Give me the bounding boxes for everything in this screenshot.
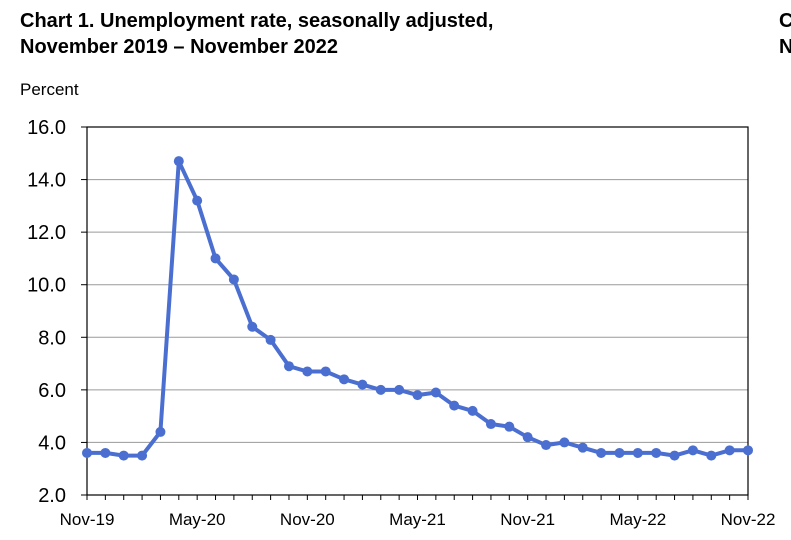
data-point xyxy=(743,445,753,456)
data-point xyxy=(100,447,111,458)
chart-title: Chart 1. Unemployment rate, seasonally a… xyxy=(20,8,493,60)
data-point xyxy=(614,447,625,458)
adjacent-chart-title-fragment: C N xyxy=(779,8,791,60)
chart-title-line-2: November 2019 – November 2022 xyxy=(20,36,338,58)
data-point xyxy=(724,445,735,456)
series-line xyxy=(85,159,750,458)
data-point xyxy=(541,440,552,451)
data-point xyxy=(155,426,166,437)
data-point xyxy=(228,274,239,285)
x-tick-label: Nov-19 xyxy=(60,510,115,529)
y-axis-label: Percent xyxy=(20,80,79,99)
data-point xyxy=(210,253,221,264)
x-tick-label: May-22 xyxy=(609,510,666,529)
y-tick-label: 2.0 xyxy=(38,485,66,507)
y-tick-label: 10.0 xyxy=(27,275,66,297)
data-point xyxy=(449,400,460,411)
y-tick-label: 12.0 xyxy=(27,222,66,244)
data-point xyxy=(247,321,258,332)
data-point xyxy=(394,384,405,395)
y-tick-label: 14.0 xyxy=(27,170,66,192)
data-point xyxy=(375,384,386,395)
data-point xyxy=(302,366,313,377)
data-point xyxy=(522,432,533,443)
plot-area-border xyxy=(86,126,749,496)
data-point xyxy=(687,445,698,456)
x-tick-label: May-21 xyxy=(389,510,446,529)
data-point xyxy=(651,447,662,458)
data-point xyxy=(430,387,441,398)
data-point xyxy=(339,374,350,385)
data-point xyxy=(596,447,607,458)
data-point xyxy=(559,437,570,448)
data-point xyxy=(137,450,148,461)
chart-title-line-1: Chart 1. Unemployment rate, seasonally a… xyxy=(20,10,494,32)
data-point xyxy=(669,450,680,461)
y-tick-label: 16.0 xyxy=(27,117,66,139)
data-point xyxy=(357,379,368,390)
data-point xyxy=(192,195,203,206)
data-point xyxy=(632,447,643,458)
y-tick-label: 4.0 xyxy=(38,432,66,454)
data-point xyxy=(265,334,276,345)
data-point xyxy=(504,421,515,432)
data-point xyxy=(173,156,184,167)
data-point xyxy=(118,450,129,461)
data-point xyxy=(467,405,478,416)
data-point xyxy=(706,450,717,461)
y-tick-label: 6.0 xyxy=(38,380,66,402)
data-point xyxy=(412,390,423,401)
y-tick-label: 8.0 xyxy=(38,327,66,349)
x-tick-label: Nov-22 xyxy=(721,510,776,529)
x-tick-label: Nov-20 xyxy=(280,510,335,529)
data-point xyxy=(283,361,294,372)
adjacent-chart-initial-1: C xyxy=(779,10,791,32)
adjacent-chart-initial-2: N xyxy=(779,36,791,58)
data-point xyxy=(320,366,331,377)
x-tick-label: Nov-21 xyxy=(500,510,555,529)
data-point xyxy=(82,447,92,458)
data-point xyxy=(577,442,588,453)
x-tick-label: May-20 xyxy=(169,510,226,529)
data-point xyxy=(485,419,496,430)
